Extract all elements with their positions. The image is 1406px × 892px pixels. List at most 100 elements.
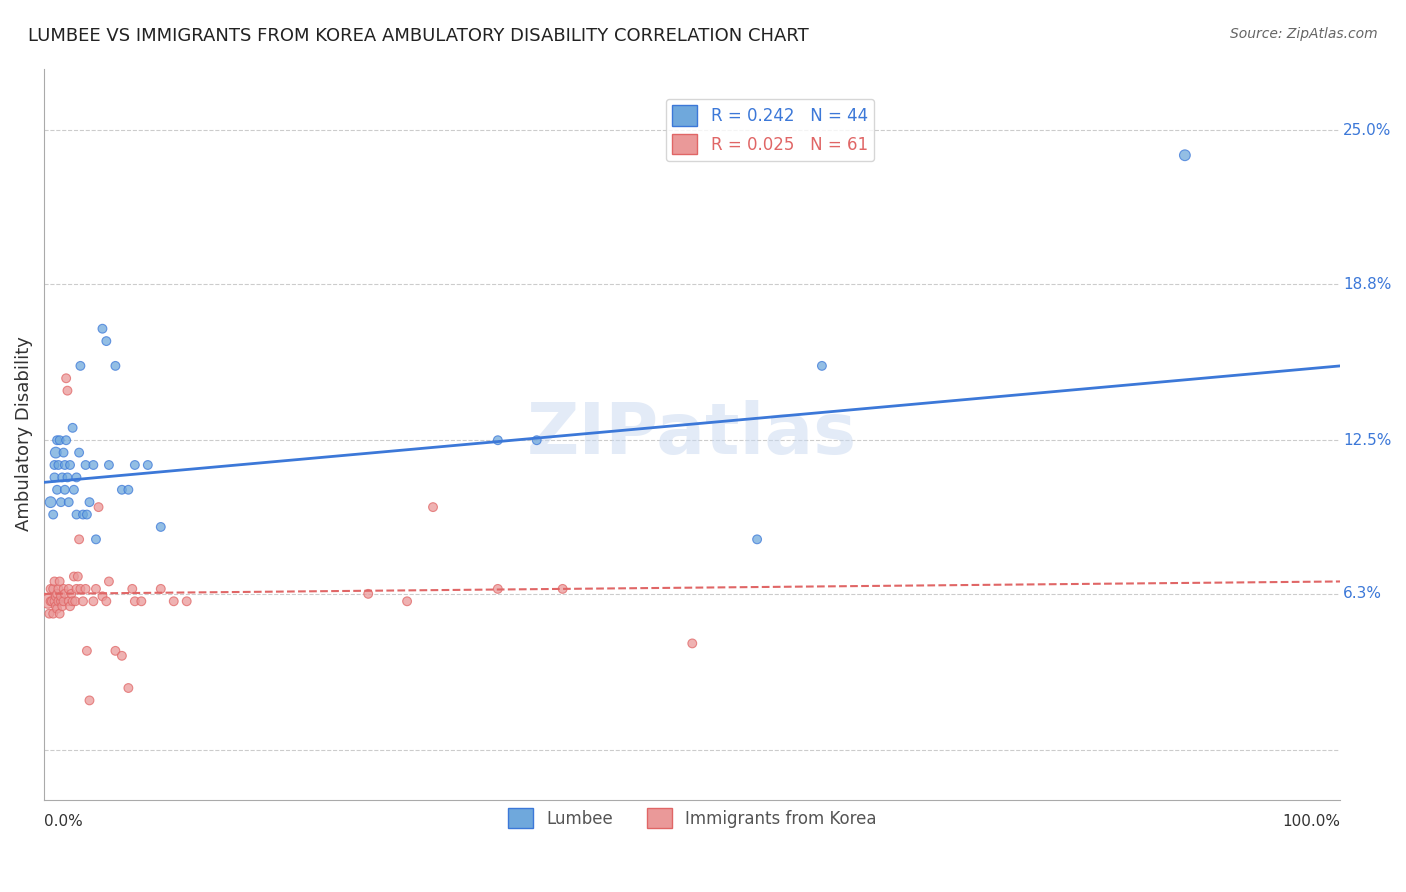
Point: [60, 587, 83, 601]
Point: [84, 582, 107, 596]
Point: [48, 434, 70, 448]
Point: [486, 582, 509, 596]
Point: [84, 533, 107, 547]
Point: [65, 594, 87, 608]
Y-axis label: Ambulatory Disability: Ambulatory Disability: [15, 336, 32, 532]
Point: [396, 594, 419, 608]
Point: [551, 582, 574, 596]
Point: [55, 434, 77, 448]
Point: [65, 470, 87, 484]
Point: [42, 582, 65, 596]
Point: [44, 470, 66, 484]
Point: [69, 582, 91, 596]
Point: [39, 594, 62, 608]
Point: [42, 508, 65, 522]
Text: 18.8%: 18.8%: [1343, 277, 1392, 292]
Point: [53, 458, 76, 472]
Point: [87, 500, 110, 515]
Point: [63, 569, 86, 583]
Point: [48, 582, 70, 596]
Point: [357, 587, 380, 601]
Point: [67, 533, 90, 547]
Point: [52, 445, 75, 459]
Point: [49, 495, 72, 509]
Text: Source: ZipAtlas.com: Source: ZipAtlas.com: [1230, 27, 1378, 41]
Point: [69, 359, 91, 373]
Point: [56, 470, 79, 484]
Point: [681, 636, 703, 650]
Point: [422, 500, 444, 515]
Point: [58, 594, 80, 608]
Point: [82, 594, 104, 608]
Point: [66, 569, 89, 583]
Point: [44, 574, 66, 589]
Point: [53, 483, 76, 497]
Point: [46, 587, 69, 601]
Point: [58, 582, 80, 596]
Point: [46, 483, 69, 497]
Point: [62, 421, 84, 435]
Point: [42, 607, 65, 621]
Point: [49, 594, 72, 608]
Point: [51, 470, 73, 484]
Legend: Lumbee, Immigrants from Korea: Lumbee, Immigrants from Korea: [502, 801, 883, 835]
Point: [75, 458, 97, 472]
Text: 6.3%: 6.3%: [1343, 586, 1382, 601]
Point: [49, 590, 72, 604]
Point: [163, 594, 186, 608]
Point: [176, 594, 198, 608]
Text: 25.0%: 25.0%: [1343, 123, 1392, 138]
Point: [96, 594, 118, 608]
Point: [46, 601, 69, 615]
Point: [124, 594, 146, 608]
Point: [45, 599, 67, 614]
Point: [72, 594, 94, 608]
Point: [48, 594, 70, 608]
Point: [82, 458, 104, 472]
Point: [46, 434, 69, 448]
Point: [55, 371, 77, 385]
Point: [44, 594, 66, 608]
Text: 100.0%: 100.0%: [1282, 814, 1340, 830]
Point: [111, 483, 134, 497]
Point: [63, 483, 86, 497]
Text: ZIPatlas: ZIPatlas: [527, 400, 858, 468]
Point: [79, 693, 101, 707]
Point: [75, 582, 97, 596]
Point: [745, 533, 768, 547]
Point: [117, 681, 139, 695]
Point: [136, 458, 159, 472]
Point: [41, 594, 63, 608]
Point: [65, 582, 87, 596]
Point: [39, 495, 62, 509]
Point: [149, 582, 172, 596]
Point: [149, 520, 172, 534]
Point: [76, 644, 98, 658]
Point: [72, 508, 94, 522]
Point: [39, 582, 62, 596]
Point: [97, 458, 120, 472]
Point: [65, 508, 87, 522]
Point: [1174, 148, 1197, 162]
Point: [44, 458, 66, 472]
Point: [38, 607, 60, 621]
Point: [91, 590, 114, 604]
Point: [104, 644, 127, 658]
Point: [811, 359, 834, 373]
Point: [53, 587, 76, 601]
Point: [91, 322, 114, 336]
Point: [58, 495, 80, 509]
Point: [59, 458, 82, 472]
Point: [111, 648, 134, 663]
Point: [76, 508, 98, 522]
Point: [37, 594, 59, 608]
Point: [117, 483, 139, 497]
Point: [124, 458, 146, 472]
Point: [52, 582, 75, 596]
Point: [59, 599, 82, 614]
Point: [52, 594, 75, 608]
Text: 0.0%: 0.0%: [44, 814, 83, 830]
Point: [79, 495, 101, 509]
Point: [526, 434, 548, 448]
Point: [51, 599, 73, 614]
